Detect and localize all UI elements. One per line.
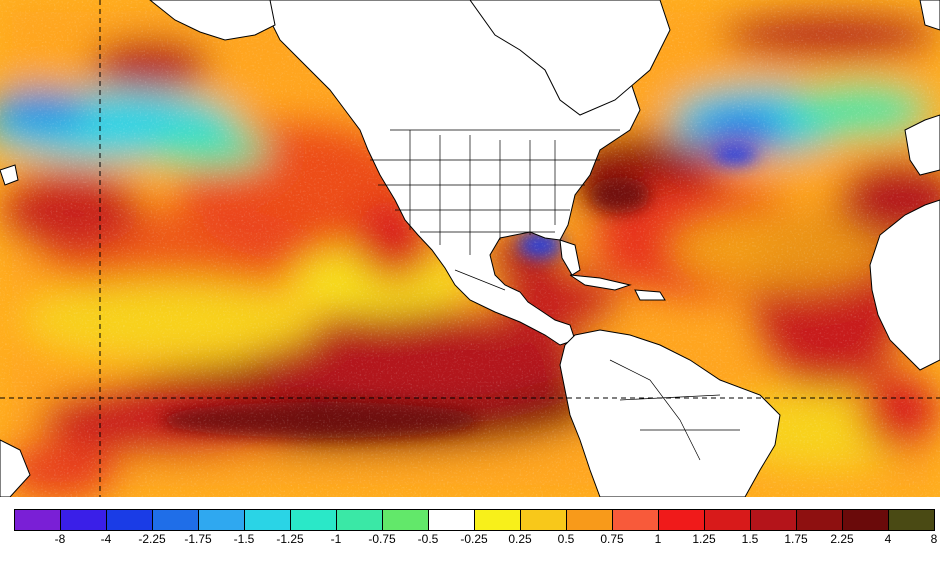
legend-tick-label: 1.25 xyxy=(692,532,716,546)
legend-swatch xyxy=(612,509,659,531)
legend-swatch xyxy=(60,509,107,531)
legend-swatch xyxy=(566,509,613,531)
legend-swatch xyxy=(290,509,337,531)
legend-swatch xyxy=(428,509,475,531)
legend-swatch xyxy=(474,509,521,531)
legend-tick-label: -8 xyxy=(54,532,66,546)
legend-swatch xyxy=(152,509,199,531)
legend-swatch xyxy=(382,509,429,531)
legend-swatch xyxy=(198,509,245,531)
legend-tick-label: 2.25 xyxy=(830,532,854,546)
legend-swatch xyxy=(888,509,935,531)
legend-tick-label: 4 xyxy=(884,532,892,546)
legend-tick-label: 0.75 xyxy=(600,532,624,546)
legend-swatch xyxy=(796,509,843,531)
legend-swatch xyxy=(842,509,889,531)
legend-swatch xyxy=(520,509,567,531)
legend-tick-label: 0.5 xyxy=(557,532,575,546)
legend-tick-label: 1.5 xyxy=(741,532,759,546)
legend-swatch xyxy=(336,509,383,531)
legend-tick-label: 1.75 xyxy=(784,532,808,546)
legend-tick-label: -0.25 xyxy=(460,532,488,546)
legend-tick-label: -1 xyxy=(330,532,342,546)
political-borders xyxy=(370,129,740,461)
legend-tick-label: -1.25 xyxy=(276,532,304,546)
legend-swatch xyxy=(244,509,291,531)
legend-swatch xyxy=(750,509,797,531)
legend-tick-label: -1.75 xyxy=(184,532,212,546)
legend-tick-label: -1.5 xyxy=(233,532,255,546)
legend-tick-label: 8 xyxy=(930,532,938,546)
legend-tick-label: 1 xyxy=(654,532,662,546)
legend-swatch xyxy=(658,509,705,531)
legend-swatch xyxy=(106,509,153,531)
land xyxy=(0,0,940,497)
grid-lines xyxy=(0,0,940,497)
legend-tick-label: 0.25 xyxy=(508,532,532,546)
legend-tick-label: -0.5 xyxy=(417,532,439,546)
legend-swatch xyxy=(704,509,751,531)
color-legend xyxy=(14,509,935,531)
legend-tick-label: -0.75 xyxy=(368,532,396,546)
legend-tick-label: -4 xyxy=(100,532,112,546)
legend-tick-label: -2.25 xyxy=(138,532,166,546)
legend-swatch xyxy=(14,509,61,531)
legend-tick-labels: -8 -4 -2.25 -1.75 -1.5 -1.25 -1 -0.75 -0.5 -0.25 0… xyxy=(0,532,940,550)
sst-anomaly-map xyxy=(0,0,940,497)
